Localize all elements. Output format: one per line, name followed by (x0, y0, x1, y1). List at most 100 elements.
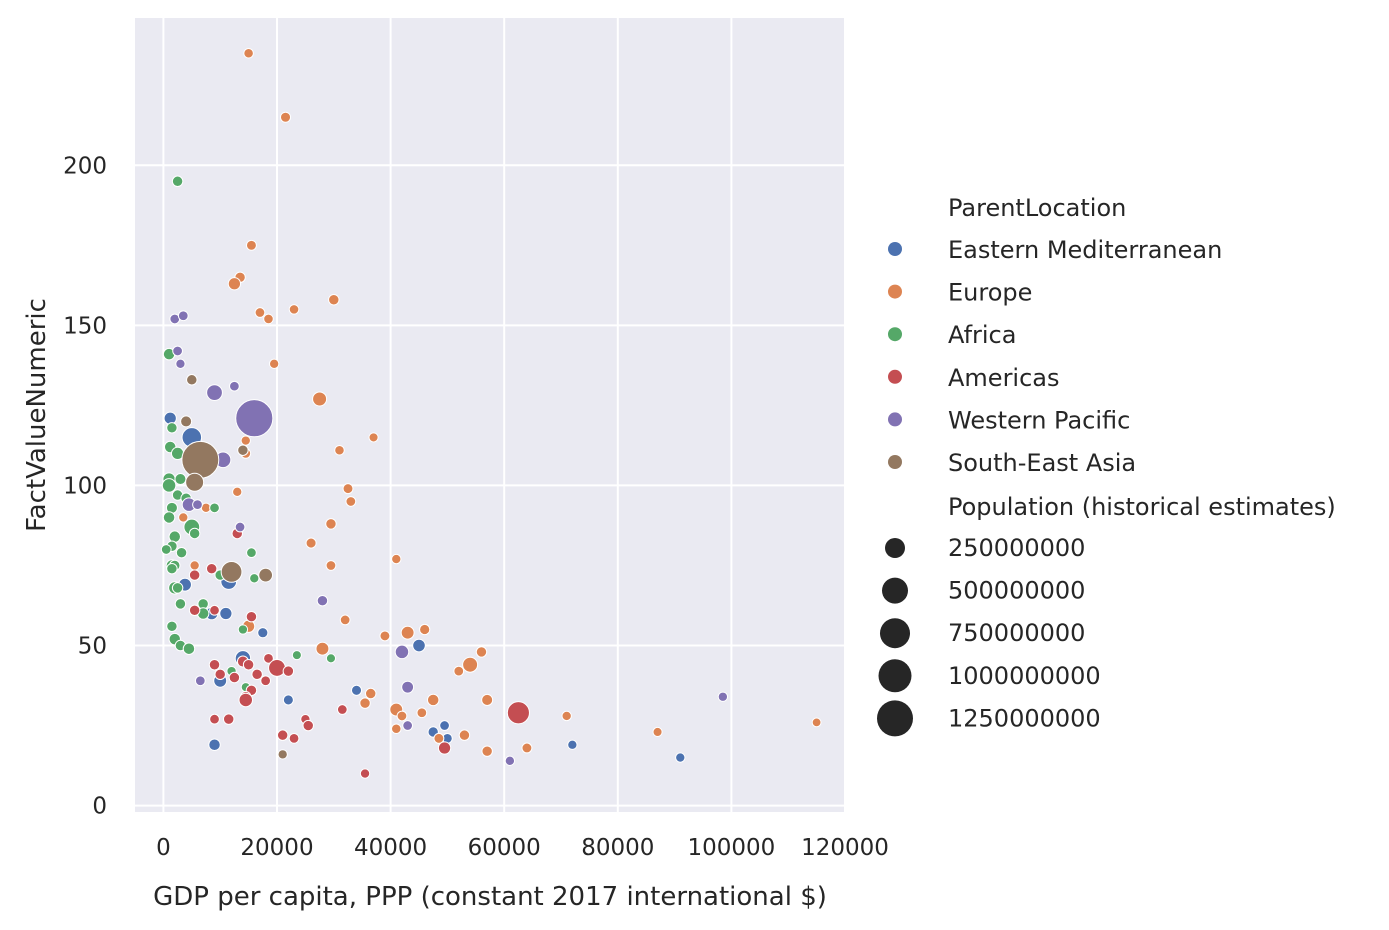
data-point (396, 710, 408, 722)
data-point (175, 358, 186, 369)
data-point (506, 701, 530, 725)
data-point (245, 610, 258, 623)
gridlines (135, 18, 846, 812)
legend-marker (888, 242, 902, 256)
data-point (379, 630, 391, 642)
x-tick-label: 100000 (687, 835, 775, 861)
data-point (339, 614, 351, 626)
data-point (188, 527, 201, 540)
data-point (458, 729, 471, 741)
data-point (412, 638, 426, 653)
data-point (257, 627, 269, 639)
data-point (232, 486, 243, 498)
y-axis-label: FactValueNumeric (22, 298, 52, 532)
data-point (325, 653, 337, 664)
data-point (567, 739, 578, 750)
data-point (394, 644, 410, 660)
legend-marker (888, 284, 902, 299)
y-tick-labels: 0 50 100 150 200 (63, 153, 107, 819)
data-point (246, 547, 257, 559)
data-point (334, 444, 345, 456)
data-point (214, 668, 226, 681)
data-point (208, 738, 221, 752)
legend-size-label: 1250000000 (948, 704, 1101, 732)
legend-series-label: Western Pacific (948, 406, 1130, 434)
data-point (416, 707, 428, 719)
data-point (675, 752, 686, 763)
data-point (462, 656, 479, 673)
data-point (174, 473, 187, 486)
data-point (312, 391, 328, 407)
data-point (481, 745, 493, 757)
data-point (175, 546, 188, 559)
legend-size-label: 500000000 (948, 577, 1085, 605)
legend-series-label: Americas (948, 364, 1060, 392)
data-point (171, 175, 184, 188)
data-point (279, 111, 292, 123)
data-point (245, 239, 257, 251)
data-point (186, 374, 198, 386)
y-tick-label: 50 (78, 634, 107, 660)
data-point (162, 511, 176, 524)
data-point (316, 594, 329, 607)
data-point (192, 499, 203, 511)
data-point (229, 380, 240, 392)
data-point (276, 729, 289, 741)
data-point (521, 742, 533, 754)
data-point (282, 694, 294, 706)
legend-size-title: Population (historical estimates) (948, 493, 1336, 521)
data-point (391, 723, 402, 735)
data-point (174, 598, 187, 610)
data-point (249, 573, 260, 584)
legend-series-label: Africa (948, 321, 1016, 349)
legend-size-label: 250000000 (948, 534, 1085, 562)
legend-marker (888, 327, 902, 342)
data-point (504, 755, 516, 766)
data-point (181, 440, 220, 479)
legend-marker (888, 412, 902, 427)
x-axis-label: GDP per capita, PPP (constant 2017 inter… (153, 882, 827, 912)
data-point (219, 606, 233, 621)
data-point (282, 665, 295, 677)
data-point (242, 658, 255, 671)
data-point (302, 719, 314, 732)
data-point (475, 646, 488, 658)
legend-size-label: 750000000 (948, 619, 1085, 647)
data-point (652, 726, 663, 738)
data-point (182, 642, 196, 655)
data-point (208, 658, 221, 671)
data-point (172, 345, 183, 357)
legend-hue-title: ParentLocation (948, 194, 1126, 222)
legend-marker (888, 369, 902, 384)
data-point (268, 658, 286, 677)
data-point (277, 749, 288, 760)
data-point (166, 620, 178, 633)
x-tick-label: 80000 (581, 835, 654, 861)
data-point (251, 668, 263, 681)
legend-size-marker (878, 659, 912, 693)
data-point (426, 693, 440, 707)
data-point (237, 624, 249, 635)
data-point (178, 512, 189, 523)
x-tick-labels: 0 20000 40000 60000 80000 100000 120000 (156, 835, 889, 861)
legend: ParentLocation Eastern Mediterranean Euro… (877, 194, 1336, 737)
data-point (171, 582, 184, 594)
data-point (188, 604, 201, 617)
data-points (160, 47, 822, 779)
data-point (811, 717, 822, 728)
data-point (345, 496, 357, 507)
data-point (180, 415, 193, 428)
y-tick-label: 200 (63, 153, 107, 179)
data-point (177, 310, 189, 322)
data-point (561, 710, 572, 722)
data-point (368, 432, 379, 443)
data-point (402, 720, 414, 731)
data-point (258, 567, 274, 583)
data-point (209, 604, 220, 616)
data-point (166, 422, 178, 434)
data-point (437, 741, 452, 755)
data-point (400, 625, 415, 640)
data-point (391, 553, 402, 565)
data-point (237, 444, 249, 456)
data-point (161, 478, 177, 493)
